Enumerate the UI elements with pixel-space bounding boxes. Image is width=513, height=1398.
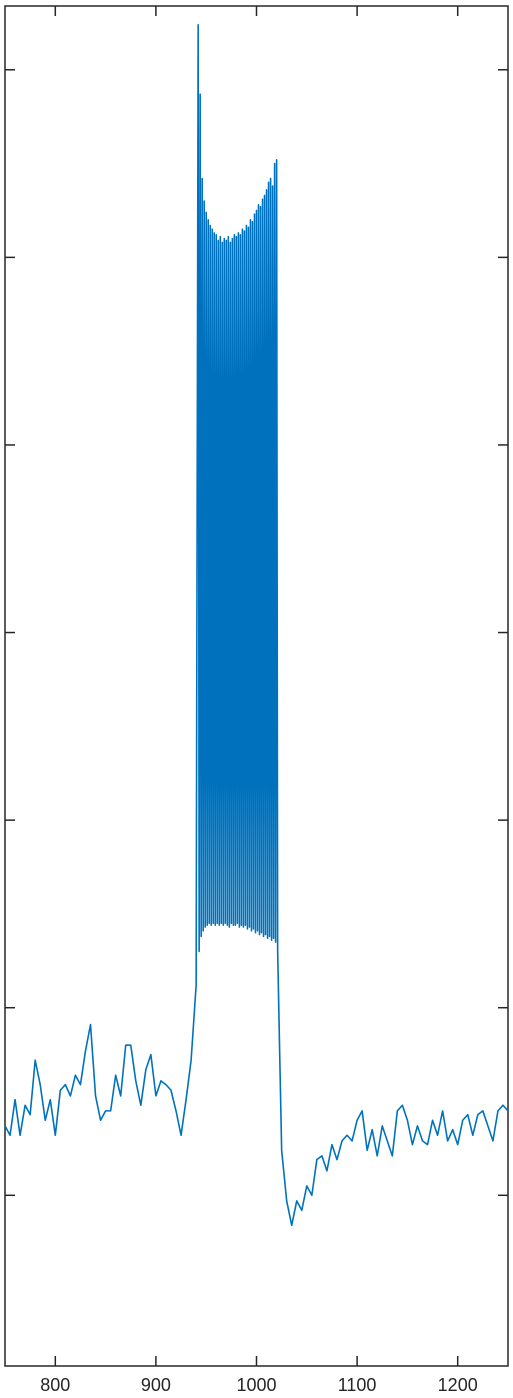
x-tick-label: 800 bbox=[40, 1375, 70, 1395]
x-tick-label: 1100 bbox=[338, 1375, 377, 1395]
data-line bbox=[4, 23, 509, 1227]
x-tick-label: 900 bbox=[141, 1375, 171, 1395]
x-tick-label: 1200 bbox=[438, 1375, 478, 1395]
x-tick-label: 1000 bbox=[236, 1375, 276, 1395]
